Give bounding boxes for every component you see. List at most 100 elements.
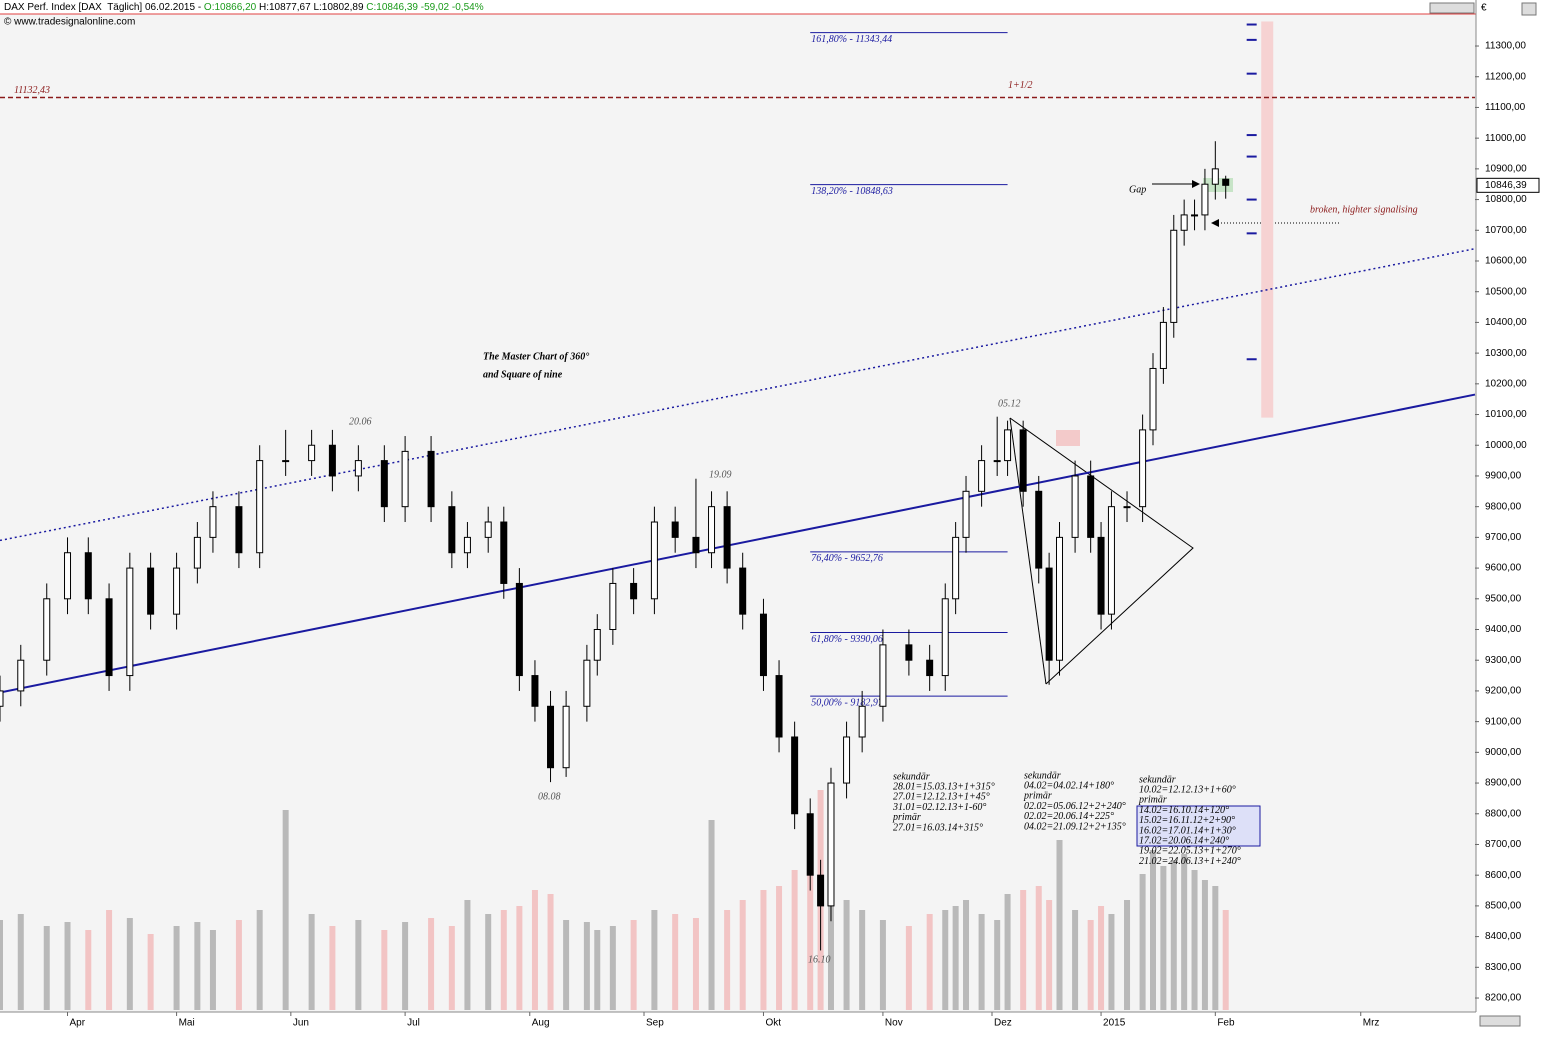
- x-tick-label: Mai: [179, 1018, 195, 1029]
- volume-bar: [594, 930, 601, 1010]
- y-tick-label: 11300,00: [1485, 41, 1526, 52]
- source: © www.tradesignalonline.com: [4, 17, 135, 28]
- candle-body: [547, 705, 555, 769]
- block-line: 02.02=20.06.14+225°: [1024, 811, 1114, 822]
- block-line: primär: [892, 812, 921, 823]
- candle-body: [978, 460, 986, 492]
- y-tick-label: 10600,00: [1485, 256, 1527, 267]
- candle-body: [630, 582, 638, 600]
- volume-bar: [308, 914, 315, 1010]
- y-tick-label: 10800,00: [1485, 194, 1527, 205]
- candle-body: [926, 659, 934, 677]
- y-tick-label: 9600,00: [1485, 563, 1522, 574]
- candle-body: [739, 567, 747, 615]
- volume-bar: [651, 910, 658, 1010]
- candle-body: [1201, 183, 1209, 216]
- volume-bar: [0, 920, 3, 1010]
- y-tick-label: 10300,00: [1485, 348, 1527, 359]
- currency: €: [1481, 3, 1487, 14]
- y-tick-label: 10000,00: [1485, 440, 1527, 451]
- y-tick-label: 9300,00: [1485, 655, 1522, 666]
- volume-bar: [1149, 850, 1156, 1010]
- volume-bar: [807, 850, 814, 1010]
- candle-body: [583, 659, 591, 707]
- y-tick-label: 8300,00: [1485, 962, 1522, 973]
- resistance-label: 11132,43: [14, 85, 50, 96]
- candle-body: [531, 675, 539, 707]
- volume-bar: [329, 926, 336, 1010]
- candle-body: [1149, 367, 1157, 431]
- header-part: H:10877,67 L:10802,89: [256, 2, 366, 13]
- volume-bar: [1072, 910, 1079, 1010]
- y-tick-label: 11100,00: [1485, 102, 1526, 113]
- volume-bar: [256, 910, 263, 1010]
- y-tick-label: 9200,00: [1485, 686, 1522, 697]
- candle-body: [463, 536, 471, 554]
- volume-bar: [1222, 910, 1229, 1010]
- candle-body: [515, 582, 523, 677]
- y-tick-label: 9800,00: [1485, 501, 1522, 512]
- candle-body: [858, 705, 866, 738]
- y-tick-label: 8800,00: [1485, 808, 1522, 819]
- y-tick-label: 10900,00: [1485, 163, 1527, 174]
- zone-highlight: [1056, 430, 1080, 446]
- date-label: 19.09: [709, 469, 732, 480]
- volume-bar: [147, 934, 154, 1010]
- x-tick-label: Okt: [765, 1018, 781, 1029]
- y-tick-label: 8200,00: [1485, 993, 1522, 1004]
- zoom-buttons[interactable]: [1479, 1015, 1521, 1027]
- candle-body: [1045, 567, 1053, 661]
- candle-body: [708, 506, 716, 554]
- x-tick-label: Sep: [646, 1018, 664, 1029]
- volume-bar: [1191, 870, 1198, 1010]
- volume-bar: [1139, 874, 1146, 1010]
- nav-buttons[interactable]: [1429, 2, 1475, 14]
- gap-arrow-head: [1192, 180, 1200, 188]
- volume-bar: [827, 890, 834, 1010]
- candle-body: [905, 644, 913, 661]
- volume-bar: [1160, 866, 1167, 1010]
- candle-body: [282, 460, 290, 463]
- header-part: O:10866,20: [204, 2, 257, 13]
- candle-body: [1180, 214, 1188, 231]
- candle-body: [1097, 536, 1105, 615]
- chart-title: The Master Chart of 360°: [483, 351, 589, 362]
- y-tick-label: 9900,00: [1485, 471, 1522, 482]
- candle-body: [1056, 536, 1064, 661]
- toolbar[interactable]: [1429, 2, 1537, 1027]
- volume-bar: [531, 890, 538, 1010]
- candle-body: [1004, 429, 1012, 462]
- volume-bar: [791, 870, 798, 1010]
- y-tick-label: 9100,00: [1485, 716, 1522, 727]
- scroll-button[interactable]: [1521, 2, 1537, 16]
- chart-title: and Square of nine: [483, 369, 563, 380]
- volume-bar: [547, 894, 554, 1010]
- fib-label: 138,20% - 10848,63: [811, 186, 893, 197]
- resistance-note: 1+1/2: [1008, 80, 1033, 91]
- candle-body: [879, 644, 887, 707]
- block-line: 27.01=12.12.13+1+45°: [893, 792, 990, 803]
- candle-body: [105, 598, 113, 677]
- volume-bar: [1046, 900, 1053, 1010]
- candle-body: [650, 521, 658, 600]
- volume-bar: [173, 926, 180, 1010]
- block-line: 04.02=04.02.14+180°: [1024, 780, 1114, 791]
- volume-bar: [1124, 900, 1131, 1010]
- block-line: 04.02=21.09.12+2+135°: [1024, 821, 1126, 832]
- candle-body: [993, 460, 1001, 463]
- x-tick-label: Feb: [1217, 1018, 1235, 1029]
- candle-body: [827, 782, 835, 907]
- x-tick-label: Aug: [532, 1018, 550, 1029]
- candle-body: [562, 705, 570, 769]
- candle-body: [775, 675, 783, 738]
- block-line: primär: [1138, 795, 1167, 806]
- block-line: 27.01=16.03.14+315°: [893, 822, 983, 833]
- x-tick-label: Nov: [885, 1018, 903, 1029]
- volume-bar: [994, 920, 1001, 1010]
- candle-body: [1035, 490, 1043, 569]
- candle-body: [126, 567, 134, 677]
- volume-bar: [282, 810, 289, 1010]
- volume-bar: [1098, 906, 1105, 1010]
- volume-bar: [1170, 860, 1177, 1010]
